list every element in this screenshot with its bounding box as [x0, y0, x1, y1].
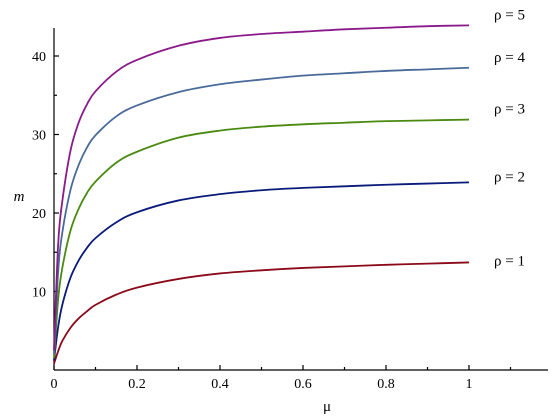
x-tick-label: 0: [51, 377, 58, 392]
series-line-rho-5: [53, 24, 470, 351]
curve-label: ρ = 1: [494, 253, 525, 269]
x-tick-label: 0.6: [294, 377, 312, 392]
x-tick-label: 0.2: [128, 377, 146, 392]
x-tick-label: 0.8: [377, 377, 395, 392]
x-tick-label: 1: [466, 377, 473, 392]
y-tick-label: 30: [32, 129, 46, 144]
x-axis-label: μ: [323, 399, 331, 415]
y-axis-label: m: [14, 189, 25, 205]
series-line-rho-2: [53, 181, 470, 361]
y-tick-label: 10: [32, 286, 46, 301]
axes: 0 0.2 0.4 0.6 0.8 1 10 20 30 40 μ m: [14, 28, 548, 415]
curve-label: ρ = 3: [494, 102, 525, 118]
series-line-rho-4: [53, 66, 470, 355]
curve-label: ρ = 4: [494, 50, 525, 66]
series-line-rho-1: [53, 261, 470, 365]
labels-layer: ρ = 5 ρ = 4 ρ = 3 ρ = 2 ρ = 1: [494, 7, 525, 269]
y-tick-label: 20: [32, 207, 46, 222]
curve-label: ρ = 5: [494, 7, 525, 23]
curve-label: ρ = 2: [494, 169, 525, 185]
series-line-rho-3: [53, 118, 470, 359]
series-layer: [53, 24, 470, 365]
x-tick-label: 0.4: [211, 377, 229, 392]
y-tick-label: 40: [32, 50, 46, 65]
